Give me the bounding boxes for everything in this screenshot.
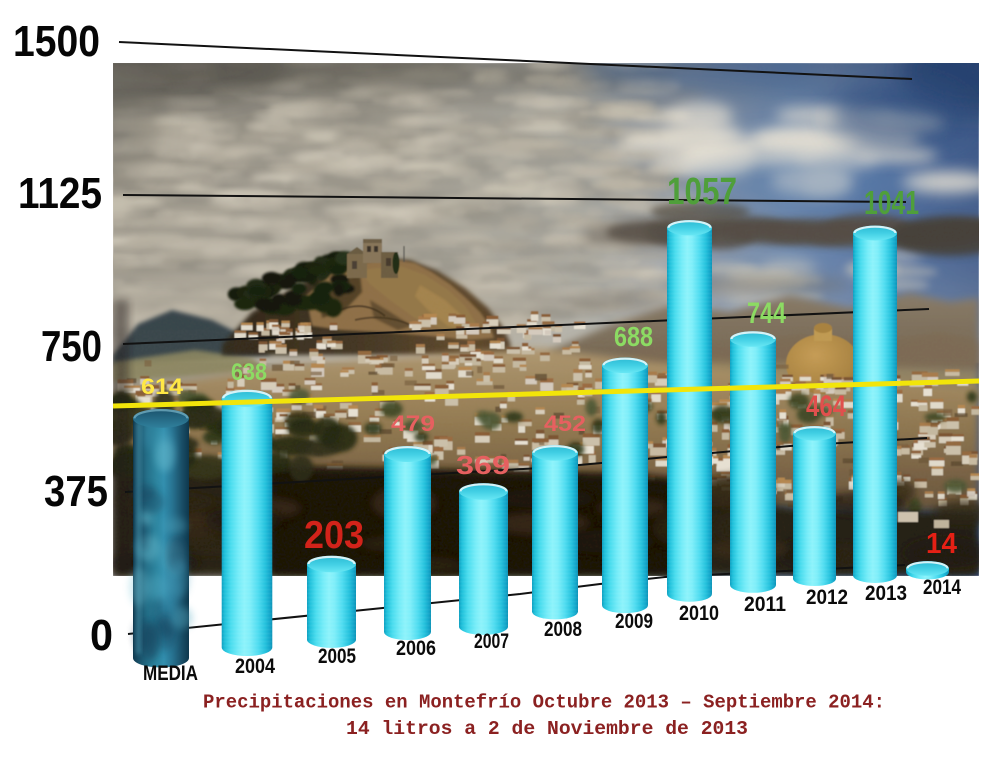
svg-text:452: 452: [544, 411, 586, 436]
svg-text:369: 369: [456, 450, 510, 480]
svg-text:614: 614: [141, 374, 184, 399]
svg-text:14: 14: [926, 528, 957, 560]
svg-text:1041: 1041: [864, 184, 919, 221]
svg-text:1125: 1125: [18, 169, 102, 218]
svg-text:750: 750: [41, 322, 102, 371]
svg-text:MEDIA: MEDIA: [143, 662, 198, 685]
svg-text:688: 688: [614, 321, 653, 352]
svg-text:375: 375: [44, 467, 108, 516]
svg-text:2006: 2006: [396, 637, 436, 660]
svg-text:2012: 2012: [806, 586, 848, 609]
svg-text:2005: 2005: [318, 645, 356, 668]
svg-text:203: 203: [304, 514, 364, 557]
svg-text:0: 0: [90, 611, 113, 660]
svg-text:744: 744: [747, 297, 786, 330]
svg-text:2004: 2004: [235, 655, 275, 678]
svg-text:2009: 2009: [615, 610, 653, 633]
svg-text:2010: 2010: [679, 602, 719, 625]
svg-text:479: 479: [391, 411, 435, 436]
svg-text:2014: 2014: [923, 576, 961, 599]
svg-text:2008: 2008: [544, 618, 582, 641]
svg-text:14 litros a 2 de Noviembre de: 14 litros a 2 de Noviembre de 2013: [346, 718, 748, 740]
svg-text:2013: 2013: [865, 582, 907, 605]
svg-text:1057: 1057: [667, 171, 737, 213]
svg-text:638: 638: [231, 359, 267, 386]
svg-text:2011: 2011: [744, 593, 786, 616]
svg-text:Precipitaciones en Montefrío O: Precipitaciones en Montefrío Octubre 201…: [203, 692, 885, 714]
svg-text:464: 464: [806, 390, 846, 423]
svg-text:2007: 2007: [474, 630, 509, 653]
svg-text:1500: 1500: [13, 17, 100, 66]
